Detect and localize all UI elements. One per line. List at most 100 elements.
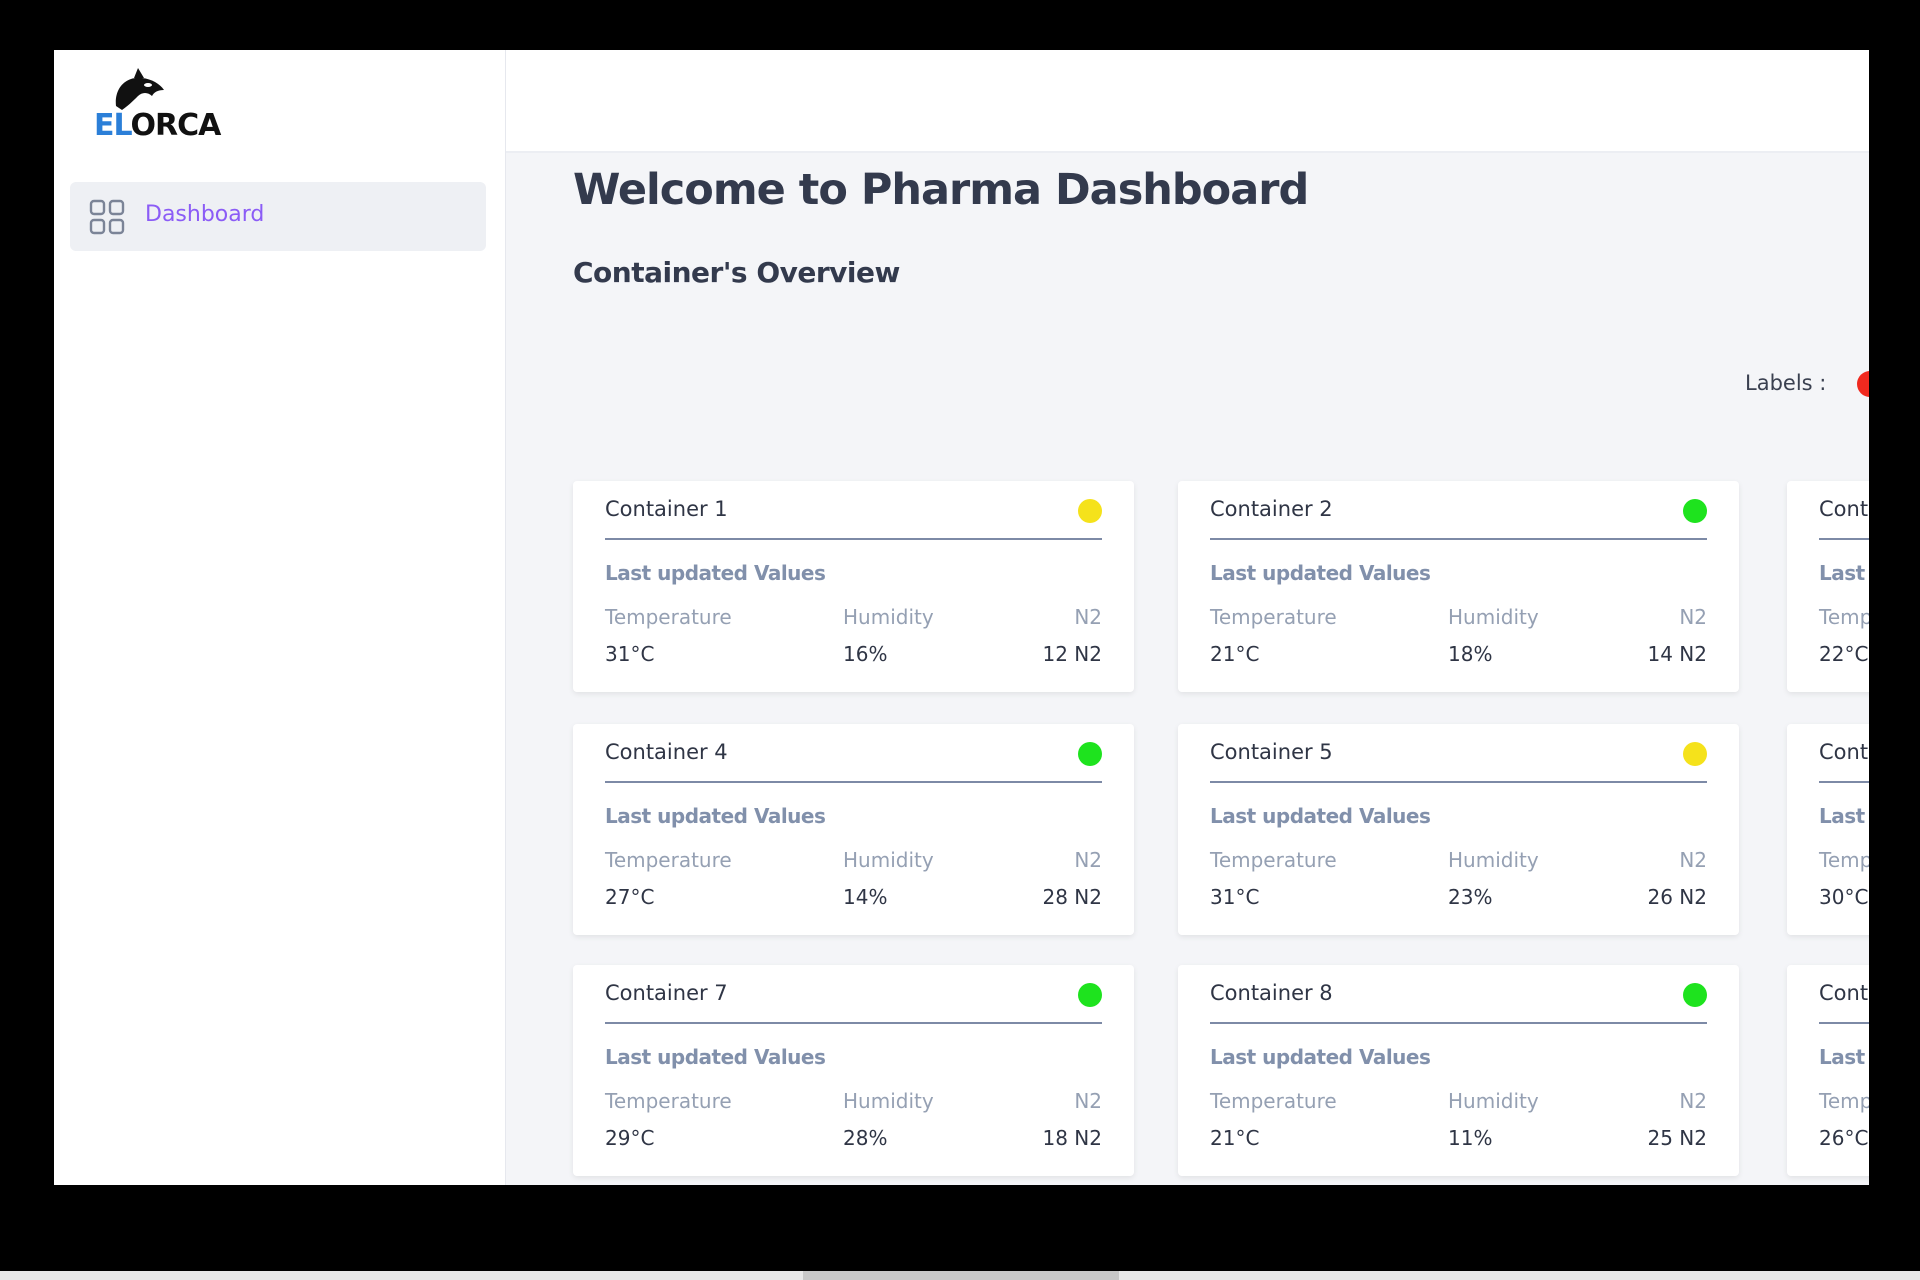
field-value: 14 N2: [1647, 642, 1708, 666]
dashboard-icon: [89, 199, 125, 235]
field-label: N2: [1679, 605, 1707, 629]
container-card: Cont Last Temp 30°C: [1787, 724, 1869, 935]
card-heading: Last: [1819, 561, 1865, 585]
container-card: Container 5 Last updated Values Temperatur…: [1178, 724, 1739, 935]
field-label: Temperature: [1210, 848, 1337, 872]
field-label: Humidity: [1448, 1089, 1539, 1113]
card-title: Container 1: [605, 497, 728, 521]
status-dot: [1683, 742, 1707, 766]
card-heading: Last updated Values: [1210, 804, 1431, 828]
container-card: Container 2 Last updated Values Temperatur…: [1178, 481, 1739, 692]
container-card: Container 1 Last updated Values Temperatur…: [573, 481, 1134, 692]
field-label: N2: [1074, 848, 1102, 872]
card-divider: [1819, 1022, 1869, 1024]
card-divider: [605, 538, 1102, 540]
field-value: 31°C: [1210, 885, 1260, 909]
field-value: 23%: [1448, 885, 1493, 909]
page-subtitle: Container's Overview: [573, 256, 900, 289]
field-label: N2: [1679, 848, 1707, 872]
card-title: Container 2: [1210, 497, 1333, 521]
card-divider: [1210, 538, 1707, 540]
card-title: Cont: [1819, 981, 1869, 1005]
field-value: 28 N2: [1042, 885, 1103, 909]
labels-caption: Labels :: [1745, 371, 1827, 395]
field-label: Humidity: [1448, 848, 1539, 872]
stand-neck: [803, 1271, 1119, 1280]
field-label: N2: [1074, 605, 1102, 629]
field-value: 25 N2: [1647, 1126, 1708, 1150]
field-label: Temperature: [605, 1089, 732, 1113]
card-heading: Last updated Values: [605, 804, 826, 828]
orca-icon: [115, 68, 164, 110]
card-title: Container 4: [605, 740, 728, 764]
logo-part: ORCA: [130, 108, 222, 143]
page-title: Welcome to Pharma Dashboard: [573, 165, 1309, 215]
logo-text: ELORCA: [94, 108, 222, 143]
card-title: Container 8: [1210, 981, 1333, 1005]
container-card: Cont Last Temp 22°C: [1787, 481, 1869, 692]
field-label: Temperature: [1210, 1089, 1337, 1113]
card-heading: Last updated Values: [605, 1045, 826, 1069]
nav-label[interactable]: Dashboard: [145, 202, 265, 227]
field-value: 27°C: [605, 885, 655, 909]
legend-dot: [1857, 371, 1869, 397]
card-divider: [605, 781, 1102, 783]
status-dot: [1683, 499, 1707, 523]
card-heading: Last updated Values: [1210, 561, 1431, 585]
field-value: 12 N2: [1042, 642, 1103, 666]
field-value: 31°C: [605, 642, 655, 666]
container-card: Container 4 Last updated Values Temperatur…: [573, 724, 1134, 935]
field-value: 30°C: [1819, 885, 1869, 909]
field-label: N2: [1679, 1089, 1707, 1113]
container-card: Cont Last Temp 26°C: [1787, 965, 1869, 1176]
container-card: Container 8 Last updated Values Temperatur…: [1178, 965, 1739, 1176]
container-card: Container 7 Last updated Values Temperatur…: [573, 965, 1134, 1176]
card-title: Container 7: [605, 981, 728, 1005]
header: [506, 50, 1869, 153]
card-divider: [605, 1022, 1102, 1024]
field-label: Temperature: [605, 605, 732, 629]
card-title: Cont: [1819, 497, 1869, 521]
screen: ELORCA Dashboard Welcome to Pharma Dashb…: [54, 50, 1869, 1185]
field-label: Temperature: [1210, 605, 1337, 629]
field-label: Humidity: [843, 1089, 934, 1113]
field-value: 18%: [1448, 642, 1493, 666]
field-label: Temp: [1819, 605, 1869, 629]
field-value: 21°C: [1210, 1126, 1260, 1150]
card-divider: [1819, 538, 1869, 540]
field-value: 26°C: [1819, 1126, 1869, 1150]
field-label: N2: [1074, 1089, 1102, 1113]
field-value: 29°C: [605, 1126, 655, 1150]
status-dot: [1683, 983, 1707, 1007]
card-heading: Last updated Values: [605, 561, 826, 585]
field-value: 14%: [843, 885, 888, 909]
logo-part: EL: [94, 108, 132, 143]
card-divider: [1210, 1022, 1707, 1024]
nav-item[interactable]: Dashboard: [70, 182, 486, 251]
sidebar: ELORCA Dashboard: [54, 50, 506, 1185]
field-label: Humidity: [843, 605, 934, 629]
card-divider: [1819, 781, 1869, 783]
stand: [0, 1271, 1920, 1280]
field-value: 22°C: [1819, 642, 1869, 666]
field-label: Humidity: [843, 848, 934, 872]
status-dot: [1078, 983, 1102, 1007]
field-value: 21°C: [1210, 642, 1260, 666]
field-value: 18 N2: [1042, 1126, 1103, 1150]
field-value: 26 N2: [1647, 885, 1708, 909]
field-label: Temp: [1819, 848, 1869, 872]
field-label: Temp: [1819, 1089, 1869, 1113]
field-value: 28%: [843, 1126, 888, 1150]
field-label: Temperature: [605, 848, 732, 872]
card-title: Cont: [1819, 740, 1869, 764]
card-heading: Last updated Values: [1210, 1045, 1431, 1069]
field-value: 16%: [843, 642, 888, 666]
field-label: Humidity: [1448, 605, 1539, 629]
card-title: Container 5: [1210, 740, 1333, 764]
status-dot: [1078, 499, 1102, 523]
card-heading: Last: [1819, 1045, 1865, 1069]
card-heading: Last: [1819, 804, 1865, 828]
status-dot: [1078, 742, 1102, 766]
card-divider: [1210, 781, 1707, 783]
